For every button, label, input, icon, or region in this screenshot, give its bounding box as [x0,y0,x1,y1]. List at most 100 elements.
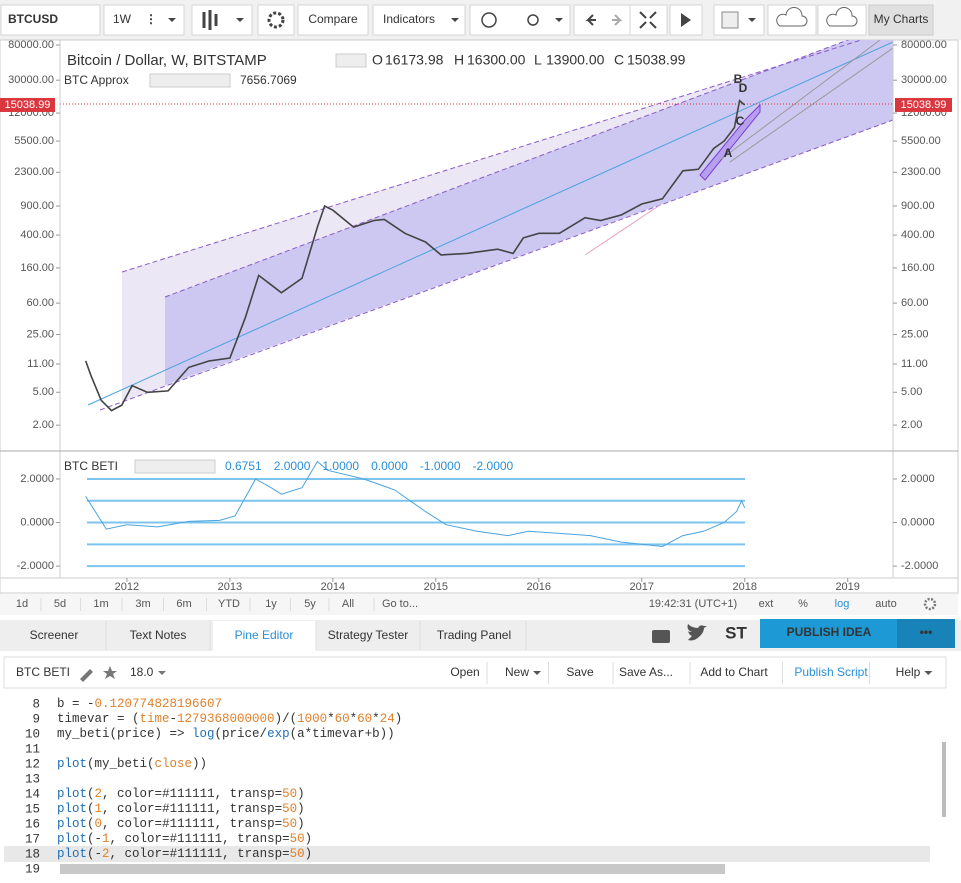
x-tick-label: 2013 [218,581,242,593]
legend-buttons[interactable] [335,53,367,68]
menu-item[interactable]: Help [896,665,921,679]
channel-upper [121,40,863,273]
last-price-label: 15038.99 [5,99,51,111]
y-tick-label: 60.00 [26,297,54,309]
alert-btn[interactable] [469,4,571,36]
x-tick-label: 2019 [835,581,859,593]
undo-icon [585,14,596,26]
menu-item[interactable]: New [505,665,529,679]
camera-icon[interactable] [652,630,670,643]
range-btn[interactable]: 5y [304,598,316,610]
star-icon[interactable] [103,666,117,679]
h-scrollbar[interactable] [60,864,725,874]
trend-line [584,204,661,256]
pattern-label: A [724,146,733,160]
menu-item[interactable]: Open [450,665,479,679]
range-btn[interactable]: 3m [135,598,150,610]
symbol-box[interactable] [0,4,101,36]
menu-item[interactable]: Save As... [619,665,673,679]
caret [533,671,542,675]
option-btn[interactable]: log [835,598,850,610]
y-tick-label: -2.0000 [17,560,54,572]
menu-item[interactable]: Add to Chart [700,665,768,679]
range-btn[interactable]: 6m [176,598,191,610]
range-btn[interactable]: 1m [93,598,108,610]
range-btn[interactable]: 5d [54,598,66,610]
range-btn[interactable]: 1d [16,598,28,610]
settings[interactable] [257,4,295,36]
range-btn[interactable]: Go to... [382,598,418,610]
tab[interactable]: Strategy Tester [328,628,408,642]
version: 18.0 [130,665,154,679]
range-btn[interactable]: 1y [265,598,277,610]
y-tick-label: 0.0000 [20,516,54,528]
c-value: 15038.99 [627,52,686,68]
beti-title: BTC BETI [64,459,118,473]
option-btn[interactable]: auto [875,598,896,610]
fullscreen[interactable] [629,4,668,36]
option-btn[interactable]: % [798,598,808,610]
chart-style[interactable] [191,4,253,36]
symbol: BTCUSD [8,12,58,26]
bulb-icon [527,14,539,26]
y-tick-label: 11.00 [901,358,928,370]
code-line: plot(2, color=#111111, transp=50) [57,787,305,801]
current-line [4,846,930,862]
tab[interactable]: Screener [30,628,79,642]
beti-legend-value: 2.0000 [274,459,311,473]
indicator-buttons[interactable] [134,459,216,474]
layout[interactable] [713,4,765,36]
option-btn[interactable]: ext [759,598,774,610]
load-btn[interactable] [767,4,817,36]
more-btn[interactable] [897,619,955,648]
y-tick-label: 400.00 [20,229,54,241]
pattern-label: C [736,114,745,128]
caret [748,18,756,22]
tab[interactable]: Trading Panel [437,628,511,642]
tab[interactable]: Text Notes [130,628,187,642]
o-value: 16173.98 [385,52,444,68]
x-tick-label: 2012 [115,581,139,593]
undo-redo[interactable] [573,4,635,36]
range-btn[interactable]: YTD [218,598,240,610]
y-tick-label: 2300.00 [901,166,941,178]
caret [451,18,459,22]
indicators-btn[interactable] [372,4,466,36]
y-tick-label: 160.00 [20,262,54,274]
compare-btn[interactable] [297,4,369,36]
y-tick-label: -2.0000 [901,560,938,572]
save-btn[interactable] [817,4,867,36]
active-tab [213,621,316,651]
pitch-line [719,40,881,161]
y-tick-label: 30000.00 [8,74,54,86]
c-label: C [614,52,624,68]
menu-item[interactable]: Publish Script [794,665,868,679]
pencil-icon[interactable] [80,669,93,682]
stocktwits[interactable]: ST [725,623,747,642]
v-scrollbar[interactable] [942,742,946,817]
code-line: plot(my_beti(close)) [57,757,207,771]
price-plot [84,99,746,412]
script-name: BTC BETI [16,665,70,679]
indicator-buttons[interactable] [149,73,231,88]
approx-value: 7656.7069 [240,73,297,87]
publish-idea-btn[interactable] [760,619,897,648]
line-number: 19 [25,862,40,876]
price-series [84,99,746,412]
y-tick-label: 5.00 [33,386,54,398]
x-tick-label: 2014 [321,581,345,593]
publish-idea: PUBLISH IDEA [787,625,872,639]
code-line: my_beti(price) => log(price/exp(a*timeva… [57,727,395,741]
fullscreen-icon [639,11,657,29]
menu-item[interactable]: Save [566,665,594,679]
range-btn[interactable]: All [342,598,354,610]
tab[interactable]: Pine Editor [235,628,294,642]
twitter-icon[interactable] [687,624,708,641]
interval: 1W [113,12,132,26]
redo-icon [612,14,623,26]
gear[interactable] [923,597,937,611]
line-number: 10 [25,727,40,741]
my-charts-btn[interactable] [868,4,934,36]
y-tick-label: 25.00 [901,328,929,340]
